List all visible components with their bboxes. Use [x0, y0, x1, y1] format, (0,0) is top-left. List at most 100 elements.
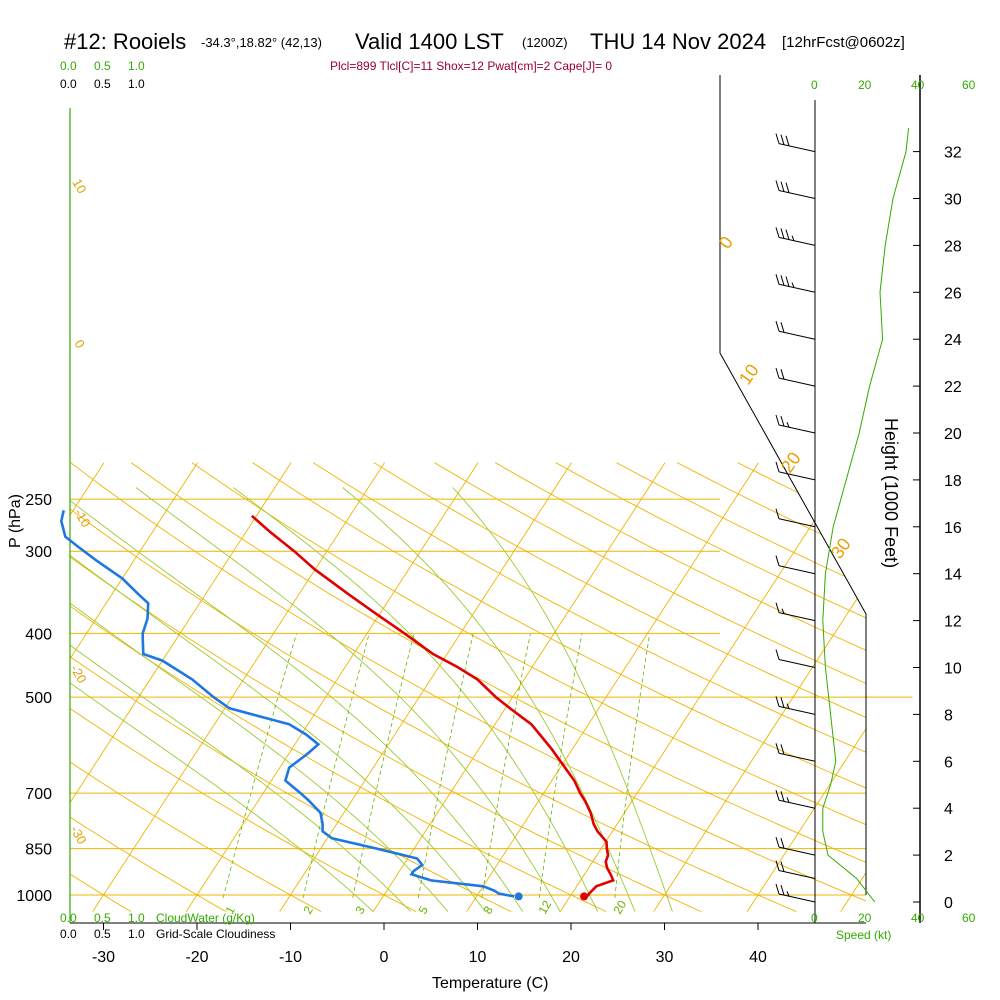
- moist-adiabat: [70, 487, 374, 912]
- height-tick-label: 18: [944, 473, 962, 490]
- height-tick-label: 16: [944, 520, 962, 537]
- mixing-ratio-label: 12: [535, 898, 554, 917]
- bottom-black-1: 0.5: [94, 927, 111, 941]
- wind-barb-feather: [775, 860, 780, 871]
- moist-adiabat: [233, 487, 598, 912]
- wind-barb-shaft: [778, 799, 816, 809]
- x-tick-label: -30: [92, 949, 115, 966]
- mixing-ratio-line: [481, 633, 531, 898]
- bottom-black-2: 1.0: [128, 927, 145, 941]
- dry-adiabat: [70, 462, 797, 913]
- speed-bottom-0: 0: [811, 911, 818, 925]
- x-tick-label: 30: [656, 949, 674, 966]
- height-tick-label: 22: [944, 379, 962, 396]
- wind-barb-feather: [775, 274, 780, 285]
- wind-barb-shaft: [778, 143, 816, 153]
- chart-title: #12: Rooiels -34.3°,18.82° (42,13) Valid…: [64, 29, 905, 73]
- moist-adiabat-lines: [70, 487, 673, 912]
- x-tick-label: 40: [749, 949, 767, 966]
- wind-barb-half: [786, 797, 790, 803]
- height-tick-label: 32: [944, 145, 962, 162]
- wind-barb-half: [786, 703, 790, 709]
- cloudwater-label: CloudWater (g/Kg): [156, 911, 255, 925]
- wind-barb-feather: [775, 743, 780, 754]
- wind-barb-feather: [780, 697, 785, 708]
- speed-label: Speed (kt): [836, 928, 891, 942]
- speed-scales: 0 20 40 60 0 20 40 60 Speed (kt): [811, 78, 976, 942]
- height-tick-label: 14: [944, 567, 962, 584]
- dry-adiabat: [434, 462, 866, 913]
- isotherm-line: [653, 462, 866, 912]
- title-valid-z: (1200Z): [522, 35, 568, 50]
- surface-dewpoint-dot: [514, 892, 523, 901]
- height-tick-label: 2: [944, 848, 953, 865]
- cloud-scales: 0.0 0.5 1.0 CloudWater (g/Kg) 0.0 0.5 1.…: [60, 911, 275, 941]
- wind-barb-half: [791, 235, 795, 241]
- wind-barbs: [775, 133, 816, 903]
- dry-adiabat: [70, 462, 702, 913]
- wind-barb-shaft: [778, 190, 816, 199]
- wind-barb-shaft: [778, 471, 816, 481]
- dry-adiabat: [252, 462, 866, 913]
- mixing-ratio-line: [614, 633, 651, 898]
- wind-barb-half: [786, 891, 790, 897]
- top-green-1: 0.5: [94, 59, 111, 73]
- p-tick-label: 300: [25, 544, 52, 561]
- wind-barb-feather: [775, 508, 780, 519]
- wind-barb-shaft: [778, 236, 816, 246]
- wind-barb-shaft: [778, 612, 816, 622]
- wind-barb-feather: [780, 415, 785, 427]
- speed-bottom-1: 20: [858, 911, 872, 925]
- x-tick-label: 10: [469, 949, 487, 966]
- y-axis-label: P (hPa): [7, 494, 24, 548]
- wind-barb-feather: [780, 322, 785, 333]
- wind-barb-feather: [780, 791, 785, 802]
- wind-barb-feather: [775, 227, 780, 238]
- moist-adiabat: [70, 487, 524, 912]
- p-tick-label: 250: [25, 492, 52, 509]
- bottom-green-2: 1.0: [128, 911, 145, 925]
- height-tick-label: 0: [944, 895, 953, 912]
- p-tick-label: 850: [25, 842, 52, 859]
- height-axis-label: Height (1000 Feet): [881, 418, 901, 568]
- bottom-black-0: 0.0: [60, 927, 77, 941]
- p-tick-label: 400: [25, 626, 52, 643]
- x-tick-label: -10: [279, 949, 302, 966]
- wind-barb-feather: [775, 461, 780, 473]
- isotherm-label: 10: [735, 360, 763, 388]
- top-black-2: 1.0: [128, 77, 145, 91]
- wind-barb-shaft: [778, 752, 816, 762]
- wind-barb-feather: [780, 369, 785, 380]
- height-tick-label: 30: [944, 192, 962, 209]
- isotherm-line: [70, 462, 292, 912]
- wind-barb-feather: [785, 229, 790, 240]
- height-tick-label: 28: [944, 238, 962, 255]
- speed-top-3: 60: [962, 78, 976, 92]
- wind-barb-half: [781, 608, 785, 614]
- dry-adiabat: [555, 462, 866, 913]
- wind-barb-shaft: [778, 377, 816, 387]
- wind-barb-feather: [775, 133, 780, 144]
- isotherm-line: [746, 462, 866, 912]
- wind-barb-shaft: [778, 870, 816, 880]
- title-forecast: [12hrFcst@0602z]: [782, 34, 905, 51]
- p-tick-label: 1000: [16, 888, 52, 905]
- moist-adiabat: [70, 487, 486, 912]
- wind-barb-feather: [775, 836, 780, 848]
- dry-adiabat: [70, 462, 417, 913]
- isotherm-lines: [70, 462, 866, 912]
- height-tick-label: 26: [944, 285, 962, 302]
- p-tick-label: 700: [25, 786, 52, 803]
- dry-adiabat: [70, 462, 866, 913]
- moist-adiabat: [70, 487, 411, 912]
- dry-adiabat: [70, 462, 607, 913]
- wind-barb-half: [786, 422, 790, 428]
- wind-barb-half: [791, 282, 795, 288]
- wind-barb-shaft: [778, 283, 816, 293]
- moist-adiabat: [452, 487, 673, 912]
- wind-barb-feather: [775, 180, 780, 191]
- isotherm-label: -30: [67, 823, 89, 847]
- dry-adiabat: [312, 462, 866, 913]
- x-tick-label: 20: [562, 949, 580, 966]
- wind-barb-feather: [775, 555, 780, 566]
